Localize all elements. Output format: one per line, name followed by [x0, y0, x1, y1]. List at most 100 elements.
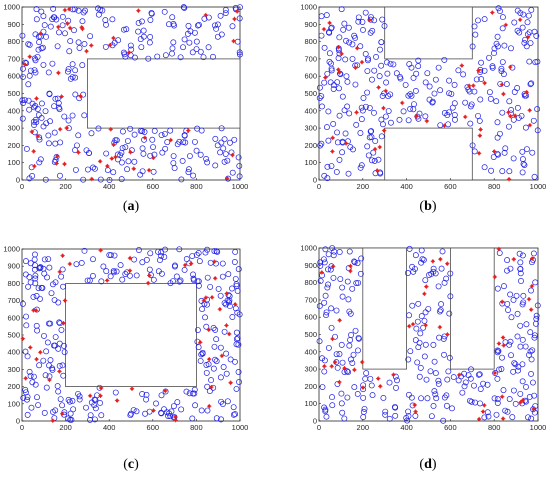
sensor-node-circle [468, 398, 475, 405]
sensor-node-circle [425, 305, 432, 312]
sensor-node-circle [383, 79, 390, 86]
sensor-node-circle [334, 79, 341, 86]
sensor-node-circle [339, 359, 346, 366]
sensor-node-circle [102, 17, 109, 24]
sensor-node-circle [87, 412, 94, 419]
anchor-node-star [142, 135, 148, 140]
sensor-node-circle [57, 172, 63, 179]
sensor-node-circle [387, 60, 394, 67]
sensor-node-circle [161, 130, 168, 137]
anchor-node-star [207, 403, 212, 409]
sensor-node-circle [508, 352, 514, 359]
anchor-node-star [129, 386, 135, 391]
sensor-node-circle [325, 251, 332, 258]
sensor-node-circle [182, 139, 189, 146]
sensor-node-circle [525, 414, 531, 421]
sensor-node-circle [412, 337, 419, 344]
sensor-node-circle [481, 67, 488, 74]
sensor-node-circle [487, 95, 494, 102]
sensor-node-circle [371, 109, 377, 116]
sensor-node-circle [343, 73, 350, 80]
anchor-node-star [127, 255, 133, 261]
panel-caption: (d) [419, 457, 436, 472]
x-tick-label: 600 [147, 182, 160, 191]
sensor-node-circle [378, 39, 385, 46]
anchor-node-star [342, 366, 347, 371]
sensor-node-circle [113, 268, 120, 275]
sensor-node-circle [127, 125, 134, 132]
sensor-node-circle [135, 20, 142, 26]
sensor-node-circle [393, 70, 400, 77]
anchor-node-star [23, 376, 28, 381]
sensor-node-circle [72, 74, 79, 81]
sensor-node-circle [60, 342, 67, 349]
sensor-node-circle [527, 348, 534, 355]
sensor-node-circle [461, 383, 468, 390]
sensor-node-circle [174, 399, 181, 406]
sensor-node-circle [468, 366, 474, 373]
sensor-node-circle [30, 293, 37, 300]
sensor-node-circle [27, 279, 34, 286]
sensor-node-circle [422, 79, 429, 86]
x-tick-label: 400 [400, 423, 413, 432]
anchor-node-star [438, 256, 443, 262]
sensor-node-circle [181, 267, 188, 273]
y-tick-label: 500 [7, 89, 20, 98]
sensor-node-circle [364, 89, 371, 96]
sensor-node-circle [353, 280, 360, 286]
sensor-node-circle [406, 61, 413, 68]
sensor-node-circle [89, 273, 96, 279]
sensor-node-circle [189, 49, 196, 56]
sensor-node-circle [169, 50, 175, 57]
sensor-node-circle [27, 373, 34, 379]
anchor-node-star [47, 377, 52, 383]
sensor-node-circle [349, 55, 356, 62]
sensor-node-circle [135, 28, 142, 35]
sensor-node-circle [505, 307, 511, 313]
sensor-node-circle [329, 402, 336, 409]
anchor-node-star [62, 161, 67, 167]
sensor-node-circle [531, 334, 538, 341]
sensor-node-circle [235, 266, 242, 273]
sensor-node-circle [173, 273, 180, 280]
sensor-node-circle [162, 52, 169, 59]
sensor-node-circle [402, 81, 409, 88]
y-tick-label: 700 [304, 295, 317, 304]
sensor-node-circle [122, 144, 129, 151]
sensor-node-circle [36, 134, 43, 141]
sensor-node-circle [45, 140, 52, 147]
sensor-node-circle [24, 353, 31, 360]
sensor-node-circle [432, 391, 439, 398]
y-tick-label: 600 [304, 72, 317, 81]
anchor-node-star [145, 280, 151, 286]
sensor-node-circle [80, 9, 87, 16]
sensor-node-circle [218, 398, 225, 405]
sensor-node-circle [338, 400, 345, 407]
sensor-node-circle [220, 145, 227, 152]
sensor-node-circle [207, 283, 214, 290]
sensor-node-circle [523, 146, 530, 153]
sensor-node-circle [412, 412, 419, 419]
sensor-node-circle [465, 372, 472, 379]
x-tick-label: 0 [317, 423, 321, 432]
sensor-node-circle [53, 16, 60, 23]
sensor-node-circle [55, 299, 62, 306]
sensor-node-circle [352, 35, 359, 41]
sensor-node-circle [32, 280, 39, 287]
sensor-node-circle [201, 15, 208, 22]
sensor-node-circle [326, 58, 333, 65]
sensor-node-circle [509, 414, 516, 421]
sensor-node-circle [199, 349, 206, 356]
x-tick-label: 200 [59, 182, 72, 191]
anchor-node-star [127, 268, 133, 273]
sensor-node-circle [377, 170, 384, 177]
sensor-node-circle [97, 176, 104, 183]
sensor-node-circle [189, 415, 196, 422]
anchor-node-star [224, 291, 230, 296]
sensor-node-circle [514, 27, 521, 34]
anchor-node-star [524, 89, 529, 95]
sensor-node-circle [530, 406, 537, 413]
sensor-node-circle [52, 140, 59, 147]
sensor-node-circle [170, 403, 177, 410]
sensor-node-circle [29, 100, 36, 107]
